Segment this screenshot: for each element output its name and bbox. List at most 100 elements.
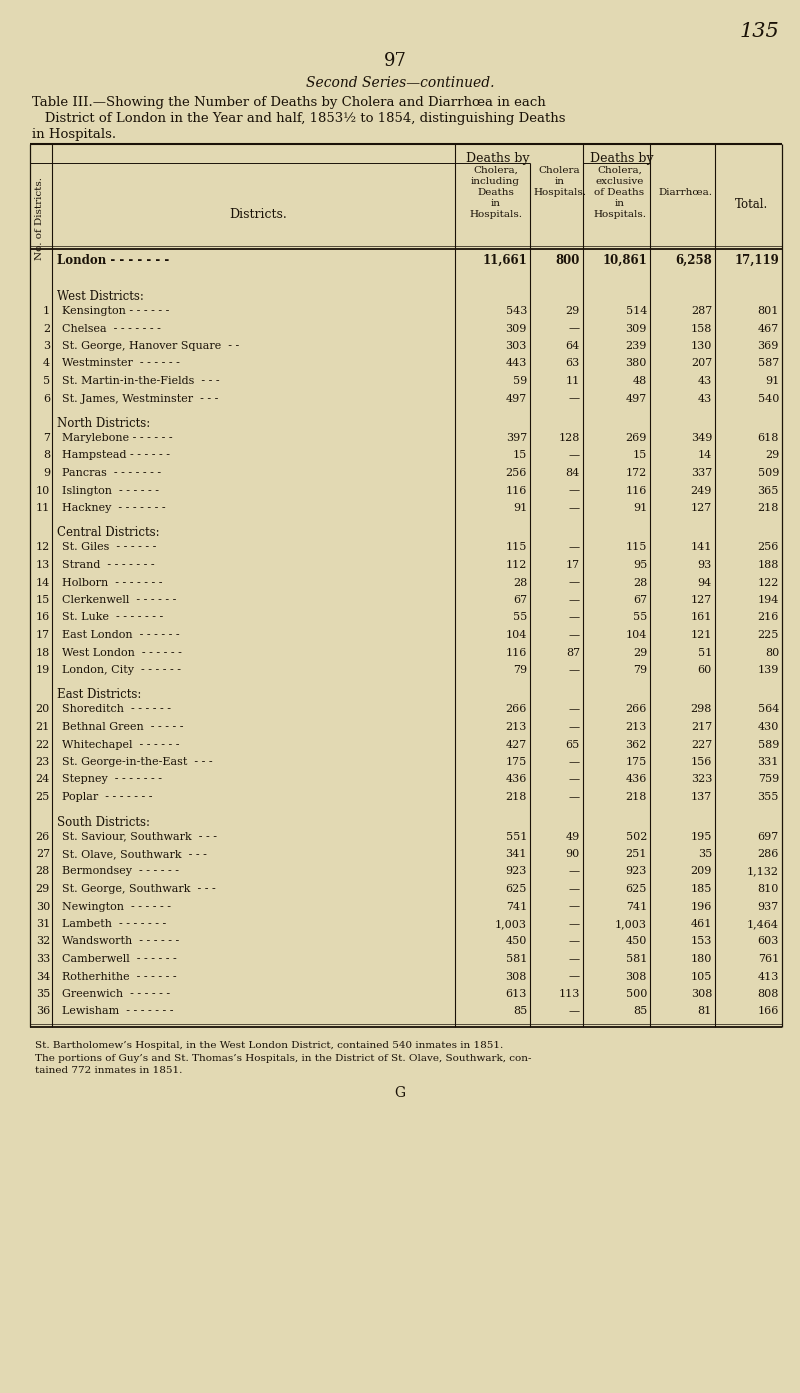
Text: 91: 91 xyxy=(513,503,527,513)
Text: 266: 266 xyxy=(506,705,527,715)
Text: St. Martin-in-the-Fields  - - -: St. Martin-in-the-Fields - - - xyxy=(62,376,220,386)
Text: —: — xyxy=(569,756,580,768)
Text: West London  - - - - - -: West London - - - - - - xyxy=(62,648,182,657)
Text: 153: 153 xyxy=(690,936,712,946)
Text: 618: 618 xyxy=(758,433,779,443)
Text: 196: 196 xyxy=(690,901,712,911)
Text: Deaths by: Deaths by xyxy=(590,152,654,164)
Text: 923: 923 xyxy=(506,866,527,876)
Text: 49: 49 xyxy=(566,832,580,841)
Text: 59: 59 xyxy=(513,376,527,386)
Text: 436: 436 xyxy=(506,775,527,784)
Text: —: — xyxy=(569,450,580,461)
Text: 450: 450 xyxy=(506,936,527,946)
Text: Stepney  - - - - - - -: Stepney - - - - - - - xyxy=(62,775,162,784)
Text: 28: 28 xyxy=(513,578,527,588)
Text: 79: 79 xyxy=(513,664,527,676)
Text: 127: 127 xyxy=(690,595,712,605)
Text: 1,003: 1,003 xyxy=(495,919,527,929)
Text: 21: 21 xyxy=(36,722,50,731)
Text: 175: 175 xyxy=(626,756,647,768)
Text: 105: 105 xyxy=(690,971,712,982)
Text: 287: 287 xyxy=(690,306,712,316)
Text: 239: 239 xyxy=(626,341,647,351)
Text: 461: 461 xyxy=(690,919,712,929)
Text: 11: 11 xyxy=(566,376,580,386)
Text: 500: 500 xyxy=(626,989,647,999)
Text: 9: 9 xyxy=(43,468,50,478)
Text: 11: 11 xyxy=(36,503,50,513)
Text: 85: 85 xyxy=(513,1007,527,1017)
Text: 308: 308 xyxy=(690,989,712,999)
Text: 60: 60 xyxy=(698,664,712,676)
Text: 697: 697 xyxy=(758,832,779,841)
Text: South Districts:: South Districts: xyxy=(57,815,150,829)
Text: Cholera,: Cholera, xyxy=(473,166,518,176)
Text: 218: 218 xyxy=(758,503,779,513)
Text: in: in xyxy=(554,177,565,187)
Text: 564: 564 xyxy=(758,705,779,715)
Text: 3: 3 xyxy=(43,341,50,351)
Text: 17: 17 xyxy=(566,560,580,570)
Text: 91: 91 xyxy=(765,376,779,386)
Text: 1,132: 1,132 xyxy=(747,866,779,876)
Text: 67: 67 xyxy=(633,595,647,605)
Text: 36: 36 xyxy=(36,1007,50,1017)
Text: 28: 28 xyxy=(633,578,647,588)
Text: London - - - - - - -: London - - - - - - - xyxy=(57,254,170,267)
Text: 188: 188 xyxy=(758,560,779,570)
Text: 551: 551 xyxy=(506,832,527,841)
Text: 63: 63 xyxy=(566,358,580,369)
Text: Holborn  - - - - - - -: Holborn - - - - - - - xyxy=(62,578,162,588)
Text: 413: 413 xyxy=(758,971,779,982)
Text: Hospitals.: Hospitals. xyxy=(533,188,586,196)
Text: 48: 48 xyxy=(633,376,647,386)
Text: 20: 20 xyxy=(36,705,50,715)
Text: 51: 51 xyxy=(698,648,712,657)
Text: Table III.—Showing the Number of Deaths by Cholera and Diarrhœa in each: Table III.—Showing the Number of Deaths … xyxy=(32,96,546,109)
Text: Camberwell  - - - - - -: Camberwell - - - - - - xyxy=(62,954,177,964)
Text: 759: 759 xyxy=(758,775,779,784)
Text: 497: 497 xyxy=(626,393,647,404)
Text: Poplar  - - - - - - -: Poplar - - - - - - - xyxy=(62,793,153,802)
Text: 14: 14 xyxy=(36,578,50,588)
Text: 112: 112 xyxy=(506,560,527,570)
Text: Islington  - - - - - -: Islington - - - - - - xyxy=(62,486,159,496)
Text: Newington  - - - - - -: Newington - - - - - - xyxy=(62,901,171,911)
Text: Hampstead - - - - - -: Hampstead - - - - - - xyxy=(62,450,170,461)
Text: 213: 213 xyxy=(626,722,647,731)
Text: 81: 81 xyxy=(698,1007,712,1017)
Text: 369: 369 xyxy=(758,341,779,351)
Text: St. Olave, Southwark  - - -: St. Olave, Southwark - - - xyxy=(62,848,207,859)
Text: 509: 509 xyxy=(758,468,779,478)
Text: Bermondsey  - - - - - -: Bermondsey - - - - - - xyxy=(62,866,179,876)
Text: exclusive: exclusive xyxy=(595,177,644,187)
Text: St. George-in-the-East  - - -: St. George-in-the-East - - - xyxy=(62,756,213,768)
Text: —: — xyxy=(569,664,580,676)
Text: 303: 303 xyxy=(506,341,527,351)
Text: 450: 450 xyxy=(626,936,647,946)
Text: —: — xyxy=(569,1007,580,1017)
Text: 15: 15 xyxy=(513,450,527,461)
Text: —: — xyxy=(569,393,580,404)
Text: including: including xyxy=(471,177,520,187)
Text: Rotherhithe  - - - - - -: Rotherhithe - - - - - - xyxy=(62,971,177,982)
Text: West Districts:: West Districts: xyxy=(57,290,144,304)
Text: 227: 227 xyxy=(690,740,712,749)
Text: —: — xyxy=(569,919,580,929)
Text: Total.: Total. xyxy=(735,198,768,210)
Text: 115: 115 xyxy=(506,542,527,553)
Text: 55: 55 xyxy=(513,613,527,623)
Text: 1,464: 1,464 xyxy=(747,919,779,929)
Text: St. Luke  - - - - - - -: St. Luke - - - - - - - xyxy=(62,613,163,623)
Text: Cholera,: Cholera, xyxy=(597,166,642,176)
Text: 6,258: 6,258 xyxy=(675,254,712,267)
Text: Bethnal Green  - - - - -: Bethnal Green - - - - - xyxy=(62,722,183,731)
Text: 209: 209 xyxy=(690,866,712,876)
Text: 810: 810 xyxy=(758,885,779,894)
Text: Second Series—continued.: Second Series—continued. xyxy=(306,77,494,91)
Text: 543: 543 xyxy=(506,306,527,316)
Text: 800: 800 xyxy=(556,254,580,267)
Text: Wandsworth  - - - - - -: Wandsworth - - - - - - xyxy=(62,936,179,946)
Text: 113: 113 xyxy=(558,989,580,999)
